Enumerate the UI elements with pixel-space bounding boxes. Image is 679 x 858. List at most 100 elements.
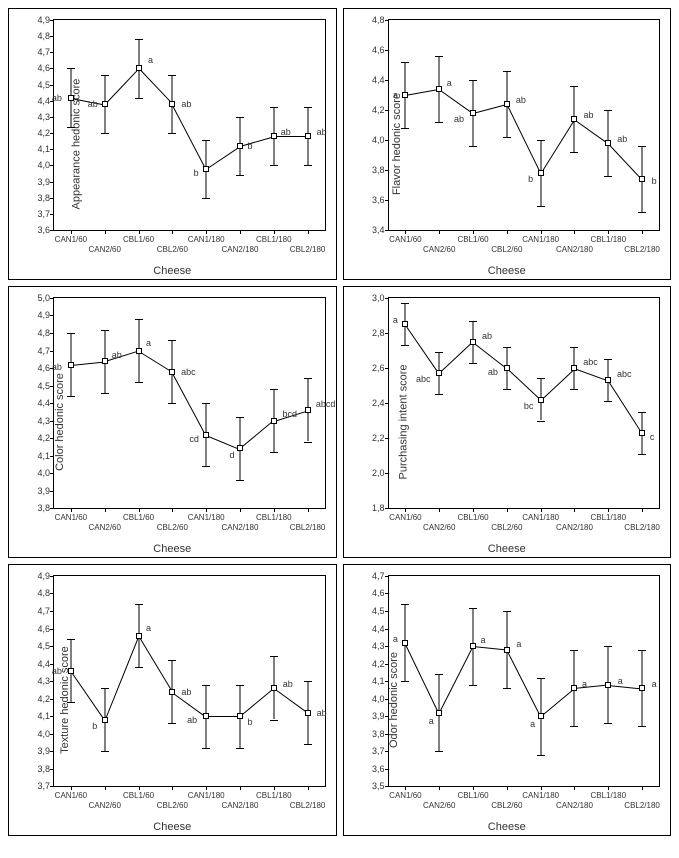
y-tick-mark — [50, 149, 54, 150]
error-cap — [638, 412, 646, 413]
data-line — [439, 646, 474, 714]
data-line — [540, 688, 575, 717]
y-tick-label: 4,9 — [24, 310, 50, 320]
data-point — [504, 101, 510, 107]
x-tick-label: CAN2/60 — [423, 245, 455, 254]
data-line — [540, 119, 575, 174]
chart-panel: Purchasing intent scoreCheese1,82,02,22,… — [343, 286, 672, 558]
error-cap — [604, 646, 612, 647]
error-cap — [135, 667, 143, 668]
error-cap — [570, 389, 578, 390]
data-point — [271, 418, 277, 424]
y-tick-label: 4,6 — [359, 588, 385, 598]
data-point — [102, 358, 108, 364]
y-tick-mark — [50, 36, 54, 37]
y-tick-label: 4,5 — [359, 606, 385, 616]
y-tick-label: 4,0 — [359, 135, 385, 145]
y-tick-label: 3,9 — [359, 711, 385, 721]
x-tick-label: CAN2/180 — [222, 523, 259, 532]
x-axis-label: Cheese — [153, 821, 191, 833]
y-tick-mark — [385, 508, 389, 509]
error-cap — [168, 75, 176, 76]
data-point — [470, 339, 476, 345]
y-tick-mark — [385, 80, 389, 81]
x-tick-label: CAN1/180 — [188, 513, 225, 522]
error-cap — [401, 345, 409, 346]
y-tick-label: 4,2 — [24, 694, 50, 704]
error-cap — [135, 382, 143, 383]
x-tick-mark — [206, 508, 207, 512]
data-point — [571, 116, 577, 122]
y-tick-mark — [385, 681, 389, 682]
y-tick-label: 3,8 — [24, 193, 50, 203]
data-line — [608, 380, 643, 434]
data-point — [237, 143, 243, 149]
point-annotation: ab — [617, 134, 627, 144]
y-tick-label: 4,4 — [24, 96, 50, 106]
point-annotation: a — [447, 78, 452, 88]
y-tick-mark — [385, 110, 389, 111]
data-point — [169, 101, 175, 107]
point-annotation: a — [393, 90, 398, 100]
error-cap — [638, 212, 646, 213]
error-cap — [469, 685, 477, 686]
x-tick-label: CAN2/60 — [88, 245, 120, 254]
data-point — [639, 685, 645, 691]
error-cap — [304, 744, 312, 745]
data-line — [240, 688, 275, 717]
error-cap — [537, 421, 545, 422]
error-cap — [236, 117, 244, 118]
error-cap — [202, 140, 210, 141]
point-annotation: bc — [524, 401, 534, 411]
error-cap — [469, 80, 477, 81]
data-line — [574, 684, 608, 689]
error-cap — [638, 454, 646, 455]
x-tick-label: CAN1/180 — [188, 791, 225, 800]
y-tick-label: 4,1 — [359, 676, 385, 686]
x-tick-mark — [642, 508, 643, 512]
point-annotation: a — [516, 639, 521, 649]
chart-panel: Odor hedonic scoreCheese3,53,63,73,83,94… — [343, 564, 672, 836]
x-tick-label: CAN1/180 — [522, 513, 559, 522]
y-tick-label: 3,5 — [359, 781, 385, 791]
error-cap — [604, 110, 612, 111]
y-tick-label: 3,6 — [24, 225, 50, 235]
y-tick-mark — [385, 140, 389, 141]
y-tick-mark — [50, 646, 54, 647]
x-tick-label: CAN1/60 — [55, 791, 87, 800]
x-tick-mark — [507, 508, 508, 512]
x-tick-mark — [541, 508, 542, 512]
y-tick-mark — [50, 611, 54, 612]
y-tick-label: 3,7 — [24, 781, 50, 791]
y-tick-mark — [385, 751, 389, 752]
data-line — [172, 104, 207, 170]
x-tick-label: CAN2/180 — [556, 801, 593, 810]
error-cap — [270, 389, 278, 390]
x-tick-label: CAN2/60 — [423, 523, 455, 532]
error-cap — [101, 133, 109, 134]
point-annotation: ab — [283, 679, 293, 689]
y-tick-label: 4,5 — [24, 381, 50, 391]
x-axis-label: Cheese — [153, 265, 191, 277]
y-tick-label: 4,4 — [359, 75, 385, 85]
x-tick-mark — [473, 786, 474, 790]
data-point — [504, 647, 510, 653]
data-line — [240, 136, 274, 147]
error-cap — [135, 39, 143, 40]
error-cap — [101, 751, 109, 752]
y-tick-label: 4,7 — [24, 47, 50, 57]
x-tick-label: CAN1/60 — [389, 791, 421, 800]
y-tick-mark — [50, 473, 54, 474]
y-tick-mark — [50, 20, 54, 21]
y-tick-label: 4,3 — [24, 112, 50, 122]
x-tick-mark — [608, 230, 609, 234]
data-line — [240, 420, 275, 449]
y-tick-mark — [50, 298, 54, 299]
x-tick-mark — [473, 508, 474, 512]
y-tick-label: 2,2 — [359, 433, 385, 443]
data-point — [605, 377, 611, 383]
error-cap — [401, 604, 409, 605]
x-tick-mark — [405, 230, 406, 234]
point-annotation: a — [146, 623, 151, 633]
error-cap — [101, 393, 109, 394]
